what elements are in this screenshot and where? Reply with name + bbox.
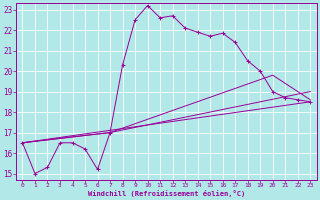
X-axis label: Windchill (Refroidissement éolien,°C): Windchill (Refroidissement éolien,°C) [88,190,245,197]
